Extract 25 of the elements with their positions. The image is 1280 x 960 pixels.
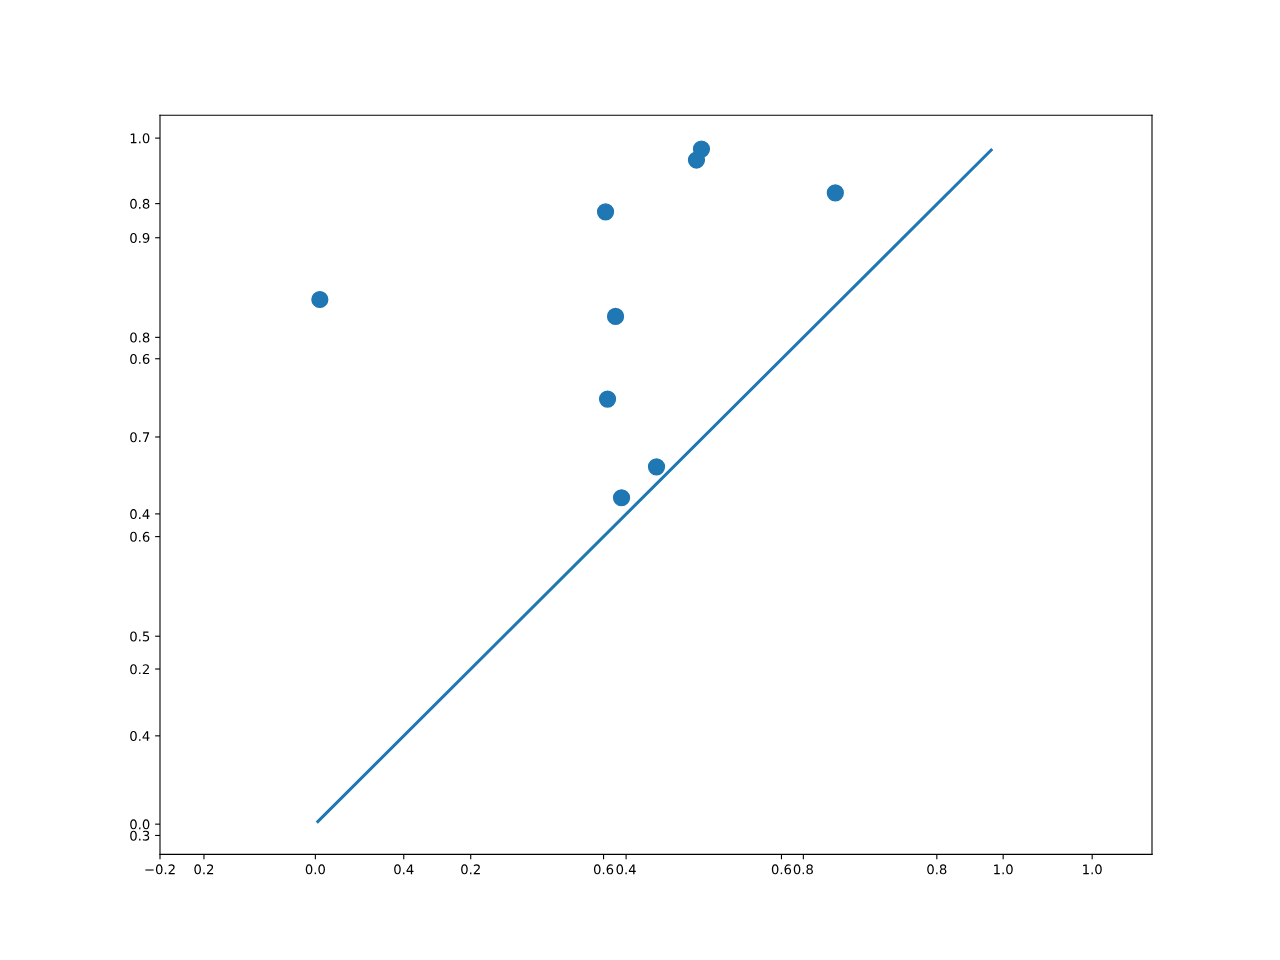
point	[606, 307, 625, 326]
y-tick-label: 0.8	[130, 332, 150, 343]
point	[826, 184, 844, 202]
x2-tick-label: 0.0	[305, 864, 325, 875]
point	[596, 203, 615, 221]
y-tick-label: 0.3	[130, 830, 150, 841]
y2-tick-label: 0.2	[130, 664, 149, 675]
y-tick-label: 1.0	[130, 133, 150, 144]
point	[598, 390, 617, 408]
x2-tick-label: −0.2	[145, 864, 175, 875]
y-tick-label: 0.6	[130, 531, 150, 542]
y-tick-label: 0.5	[130, 631, 150, 642]
x-tick-label: 1.0	[994, 864, 1013, 875]
point	[311, 290, 329, 309]
y2-tick-label: 0.0	[130, 819, 150, 830]
x-tick-label: 0.8	[793, 864, 813, 875]
y-tick-label: 0.4	[130, 731, 150, 742]
y-tick-label: 0.9	[130, 232, 150, 243]
x-tick-label: 0.6	[593, 864, 614, 875]
y-tick-label: 0.7	[130, 432, 150, 443]
point	[647, 458, 666, 476]
x-tick-label: 0.2	[194, 864, 214, 875]
point	[612, 489, 631, 507]
point	[692, 140, 711, 158]
x-tick-label: 0.4	[394, 864, 414, 875]
